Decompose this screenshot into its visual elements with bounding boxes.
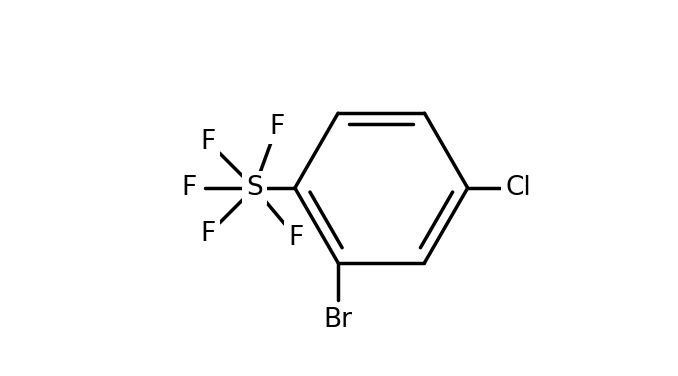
Text: F: F xyxy=(201,221,216,247)
Text: Cl: Cl xyxy=(506,175,532,201)
Text: F: F xyxy=(289,225,304,251)
Text: Br: Br xyxy=(323,307,353,333)
Text: F: F xyxy=(201,129,216,155)
Text: S: S xyxy=(246,175,263,201)
Text: F: F xyxy=(269,114,284,140)
Text: F: F xyxy=(182,175,197,201)
